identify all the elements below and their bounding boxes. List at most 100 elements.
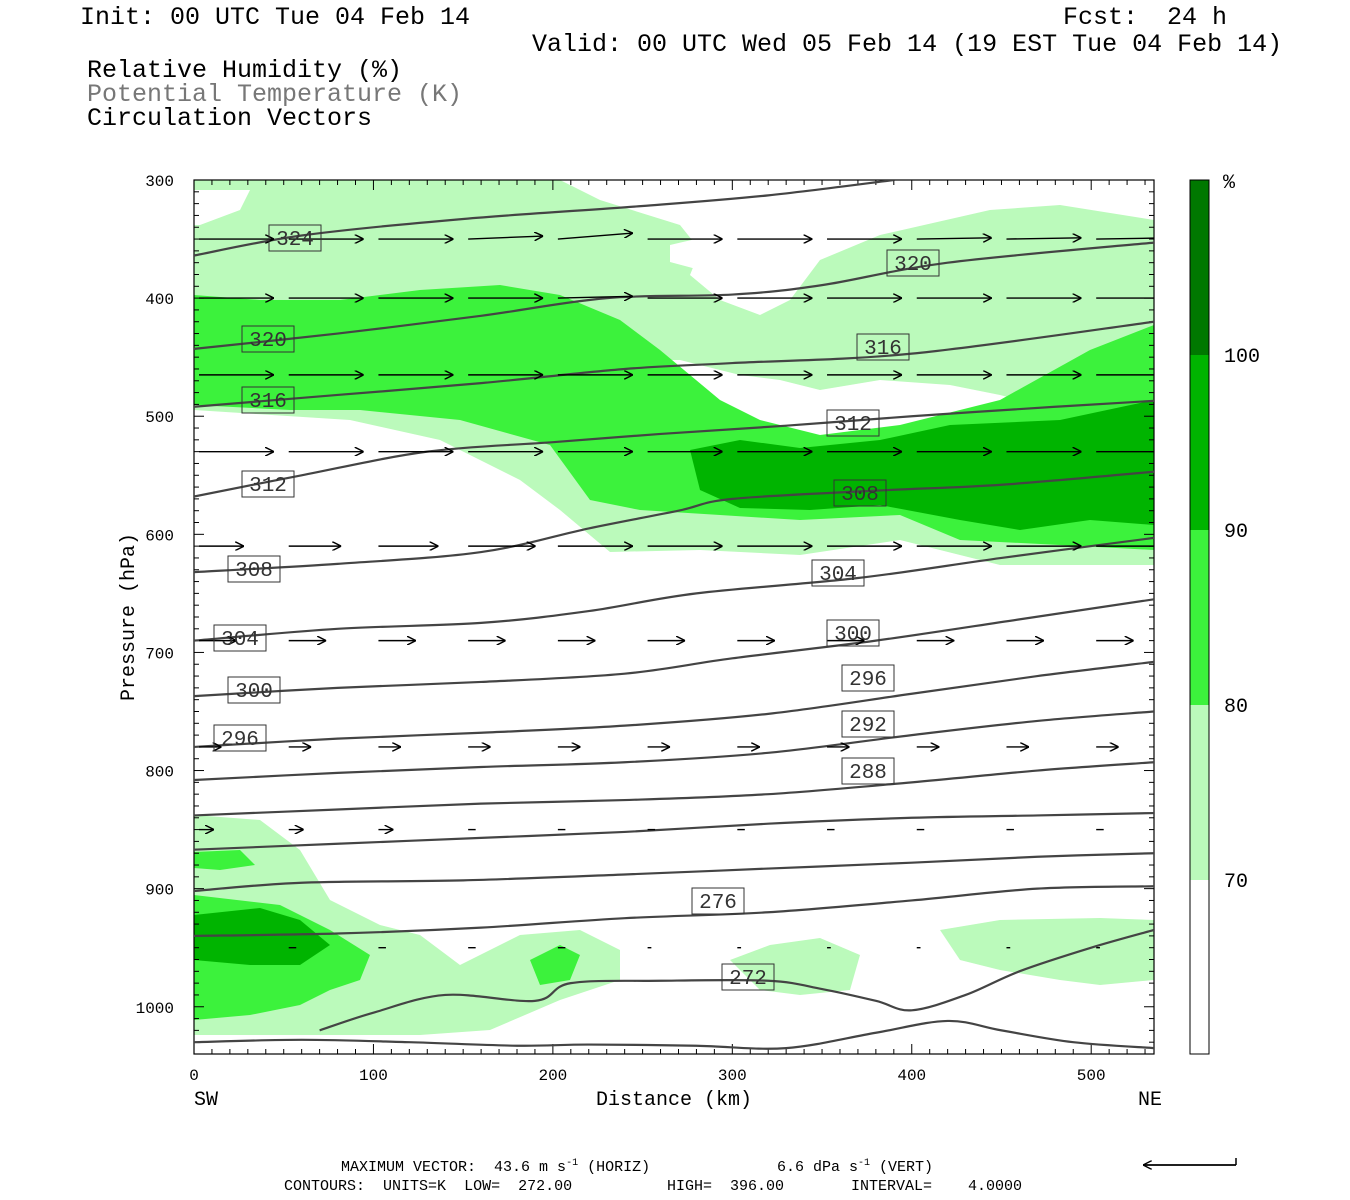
colorbar-label-80: 80: [1224, 696, 1248, 719]
colorbar-70: [1190, 705, 1209, 880]
max-vector-horiz-unit: (HORIZ): [587, 1159, 651, 1176]
theta-contour-284: [194, 811, 1154, 851]
footer-contours: CONTOURS: UNITS=K LOW= 272.00: [284, 1179, 572, 1194]
y-tick-label-300: 300: [145, 173, 174, 191]
vector-arrow: [557, 233, 633, 240]
contour-low: 272.00: [518, 1178, 573, 1195]
contour-label-box-292: [841, 710, 895, 738]
field-theta: Potential Temperature (K): [87, 80, 463, 109]
contour-interval-label: INTERVAL=: [851, 1178, 933, 1195]
y-tick-label-500: 500: [145, 409, 174, 427]
contour-interval: 4.0000: [968, 1178, 1023, 1195]
contour-label-box-320: [886, 249, 940, 277]
endpoint-ne: NE: [1138, 1089, 1162, 1112]
rh-fill-layer: [194, 180, 1154, 1035]
endpoint-sw: SW: [194, 1089, 218, 1112]
contour-units: UNITS=K: [383, 1178, 447, 1195]
footer-max-vert: 6.6 dPa s-1 (VERT): [777, 1159, 934, 1176]
theta-contour-268: [194, 1019, 1154, 1050]
contour-label-box-308: [227, 555, 281, 583]
contour-label-box-312: [826, 409, 880, 437]
x-tick-label-200: 200: [538, 1067, 567, 1085]
contour-label-box-308: [833, 479, 887, 507]
contour-label-box-276: [691, 887, 745, 915]
y-tick-label-600: 600: [145, 527, 174, 545]
x-axis-label: Distance (km): [596, 1089, 752, 1112]
contour-label-304: 304: [221, 629, 259, 652]
contour-label-box-324: [268, 224, 322, 252]
vector-arrow: [1006, 238, 1081, 239]
contour-label-box-312: [241, 470, 295, 498]
contour-high-label: HIGH=: [667, 1178, 713, 1195]
theta-contour-288: [194, 761, 1154, 817]
rh-region-90: [690, 400, 1154, 530]
contour-label-316: 316: [864, 338, 902, 361]
max-vector-horiz: 43.6 m s: [494, 1159, 567, 1176]
reference-vector: [1143, 1158, 1237, 1165]
colorbar-unit: %: [1223, 172, 1236, 195]
theta-contour-276: [194, 885, 1154, 937]
theta-contour-316: [194, 320, 1154, 408]
contour-label-box-272: [721, 963, 775, 991]
contour-label-292: 292: [849, 715, 887, 738]
contour-label-296: 296: [849, 669, 887, 692]
x-tick-label-300: 300: [718, 1067, 747, 1085]
footer-interval: INTERVAL= 4.0000: [851, 1179, 1022, 1194]
contour-label-box-316: [241, 386, 295, 414]
contour-label-box-304: [811, 559, 865, 587]
contour-label-box-320: [241, 325, 295, 353]
max-vector-horiz-exp: -1: [566, 1158, 579, 1169]
contour-label-304: 304: [819, 564, 857, 587]
contour-label-308: 308: [235, 560, 273, 583]
field-rh: Relative Humidity (%): [87, 56, 403, 85]
contour-label-320: 320: [249, 330, 287, 353]
contour-label-300: 300: [235, 681, 273, 704]
colorbar-100: [1190, 180, 1209, 355]
y-axis-label: Pressure (hPa): [118, 533, 141, 701]
theta-contour-292: [194, 710, 1154, 782]
y-tick-label-400: 400: [145, 291, 174, 309]
forecast-label: Fcst:: [1063, 3, 1139, 32]
contour-label-316: 316: [249, 391, 287, 414]
colorbar-90: [1190, 355, 1209, 530]
x-tick-label-500: 500: [1077, 1067, 1106, 1085]
init-time: Init: 00 UTC Tue 04 Feb 14: [80, 3, 471, 32]
theta-contour-304: [194, 536, 1154, 642]
theta-contour-280: [194, 852, 1154, 893]
contour-label-box-288: [841, 757, 895, 785]
contour-label-296: 296: [221, 729, 259, 752]
colorbar-label-90: 90: [1224, 521, 1248, 544]
colorbar-label-100: 100: [1224, 346, 1260, 369]
max-vector-vert-unit: (VERT): [879, 1159, 934, 1176]
colorbar-below-70: [1190, 880, 1209, 1054]
footer-high: HIGH= 396.00: [667, 1179, 784, 1194]
colorbar-80: [1190, 530, 1209, 705]
contours-label: CONTOURS:: [284, 1178, 366, 1195]
contour-high: 396.00: [730, 1178, 785, 1195]
vector-arrow: [1096, 237, 1154, 240]
contour-label-300: 300: [834, 624, 872, 647]
contour-label-272: 272: [729, 968, 767, 991]
contour-low-label: LOW=: [464, 1178, 501, 1195]
theta-contours: [194, 180, 1154, 1050]
theta-contour-296: [194, 660, 1154, 749]
colorbar-label-70: 70: [1224, 871, 1248, 894]
y-tick-label-900: 900: [145, 882, 174, 900]
contour-label-box-296: [841, 664, 895, 692]
vector-arrow: [468, 236, 543, 239]
contour-label-box-300: [227, 676, 281, 704]
theta-contour-labels: 324 320 320 316 316 312 312 308 308 304 304 300 300 2…: [213, 224, 940, 991]
x-tick-labels: 0 100 200 300 400 500: [189, 1067, 1105, 1085]
theta-contour-272: [319, 928, 1154, 1032]
rh-colorbar: % 100 90 80 70: [1189, 172, 1260, 1055]
contour-label-320: 320: [894, 254, 932, 277]
max-vector-label: MAXIMUM VECTOR:: [341, 1159, 477, 1176]
theta-contour-300: [194, 598, 1154, 698]
contour-label-312: 312: [834, 414, 872, 437]
contour-label-324: 324: [276, 229, 314, 252]
contour-label-box-300: [826, 619, 880, 647]
theta-contour-320: [194, 241, 1154, 350]
vector-arrow: [557, 296, 633, 298]
contour-label-276: 276: [699, 892, 737, 915]
